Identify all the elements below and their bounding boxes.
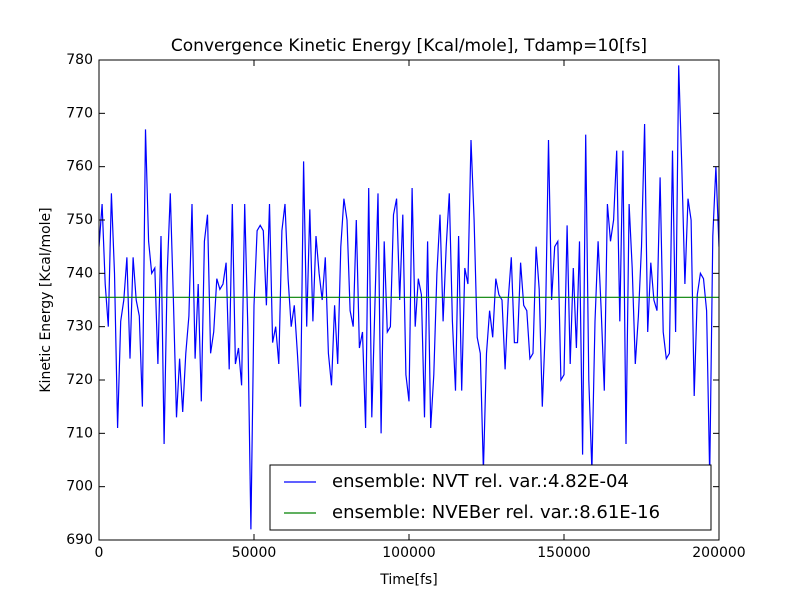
x-axis-label: Time[fs] bbox=[379, 572, 437, 588]
y-tick-label: 730 bbox=[66, 319, 93, 335]
y-tick-label: 740 bbox=[66, 265, 93, 281]
x-tick-label: 200000 bbox=[692, 545, 745, 561]
x-tick-label: 150000 bbox=[537, 545, 590, 561]
y-tick-label: 710 bbox=[66, 425, 93, 441]
y-tick-label: 720 bbox=[66, 372, 93, 388]
plot-area bbox=[99, 65, 719, 530]
legend-label: ensemble: NVT rel. var.:4.82E-04 bbox=[332, 471, 629, 492]
y-tick-label: 760 bbox=[66, 159, 93, 175]
chart-title: Convergence Kinetic Energy [Kcal/mole], … bbox=[171, 36, 647, 56]
y-axis-label: Kinetic Energy [Kcal/mole] bbox=[38, 207, 54, 392]
y-tick-label: 690 bbox=[66, 532, 93, 548]
x-tick-label: 100000 bbox=[382, 545, 435, 561]
y-tick-label: 700 bbox=[66, 479, 93, 495]
y-tick-label: 770 bbox=[66, 105, 93, 121]
y-tick-label: 780 bbox=[66, 52, 93, 68]
legend-label: ensemble: NVEBer rel. var.:8.61E-16 bbox=[332, 502, 660, 523]
series-line bbox=[99, 65, 719, 530]
legend-box bbox=[269, 464, 712, 531]
x-tick-label: 50000 bbox=[232, 545, 277, 561]
x-tick-label: 0 bbox=[95, 545, 104, 561]
y-tick-label: 750 bbox=[66, 212, 93, 228]
